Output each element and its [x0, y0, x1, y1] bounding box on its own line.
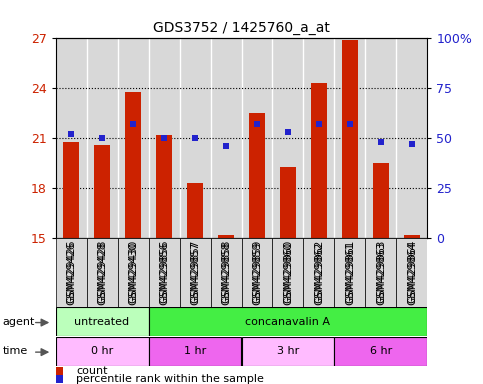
Text: GSM429863: GSM429863 — [376, 242, 386, 305]
Bar — [187, 183, 203, 238]
Text: GSM429860: GSM429860 — [283, 240, 293, 303]
Bar — [56, 337, 149, 366]
Bar — [117, 238, 149, 307]
Bar — [334, 38, 366, 238]
Text: GSM429428: GSM429428 — [97, 242, 107, 305]
Text: 1 hr: 1 hr — [184, 346, 206, 356]
Bar — [334, 238, 366, 307]
Bar — [211, 38, 242, 238]
Text: GSM429859: GSM429859 — [252, 240, 262, 303]
Bar — [303, 238, 334, 307]
Text: GSM429861: GSM429861 — [345, 242, 355, 305]
Text: count: count — [76, 366, 108, 376]
Bar — [397, 238, 427, 307]
Bar — [334, 337, 427, 366]
Bar — [117, 38, 149, 238]
Text: GSM429857: GSM429857 — [190, 242, 200, 305]
Bar — [180, 238, 211, 307]
Text: time: time — [2, 346, 28, 356]
Bar — [63, 142, 79, 238]
Text: GSM429864: GSM429864 — [407, 242, 417, 305]
Bar — [242, 38, 272, 238]
Bar — [303, 38, 334, 238]
Text: percentile rank within the sample: percentile rank within the sample — [76, 374, 264, 384]
Bar — [125, 92, 141, 238]
Text: agent: agent — [2, 316, 35, 327]
Bar — [242, 337, 334, 366]
Bar — [94, 145, 110, 238]
Bar — [180, 38, 211, 238]
Bar — [366, 38, 397, 238]
Text: 0 hr: 0 hr — [91, 346, 113, 356]
Text: GSM429861: GSM429861 — [345, 240, 355, 303]
Text: GSM429426: GSM429426 — [66, 242, 76, 305]
Bar — [211, 238, 242, 307]
Text: GSM429430: GSM429430 — [128, 242, 138, 305]
Bar — [242, 238, 272, 307]
Bar — [149, 38, 180, 238]
Bar — [311, 83, 327, 238]
Text: GSM429859: GSM429859 — [252, 242, 262, 305]
Text: GSM429863: GSM429863 — [376, 240, 386, 303]
Bar — [272, 238, 303, 307]
Bar — [249, 113, 265, 238]
Text: GSM429857: GSM429857 — [190, 240, 200, 303]
Text: GSM429864: GSM429864 — [407, 240, 417, 303]
Title: GDS3752 / 1425760_a_at: GDS3752 / 1425760_a_at — [153, 21, 330, 35]
Bar — [56, 238, 86, 307]
Text: GSM429862: GSM429862 — [314, 242, 324, 305]
Bar — [156, 135, 172, 238]
Text: GSM429426: GSM429426 — [66, 240, 76, 303]
Text: GSM429858: GSM429858 — [221, 242, 231, 305]
Bar — [86, 38, 117, 238]
Text: 3 hr: 3 hr — [277, 346, 299, 356]
Text: GSM429856: GSM429856 — [159, 240, 169, 303]
Text: GSM429860: GSM429860 — [283, 242, 293, 305]
Text: GSM429858: GSM429858 — [221, 240, 231, 303]
Bar — [149, 337, 242, 366]
Text: GSM429862: GSM429862 — [314, 240, 324, 303]
Bar — [342, 40, 358, 238]
Bar — [149, 238, 180, 307]
Text: GSM429428: GSM429428 — [97, 240, 107, 303]
Text: concanavalin A: concanavalin A — [245, 316, 330, 327]
Text: untreated: untreated — [74, 316, 129, 327]
Bar — [404, 235, 420, 238]
Bar — [56, 307, 149, 336]
Bar — [397, 38, 427, 238]
Bar — [56, 38, 86, 238]
Text: 6 hr: 6 hr — [370, 346, 392, 356]
Bar — [272, 38, 303, 238]
Bar — [86, 238, 117, 307]
Bar — [280, 167, 296, 238]
Bar — [149, 307, 427, 336]
Bar — [366, 238, 397, 307]
Text: GSM429430: GSM429430 — [128, 240, 138, 303]
Text: GSM429856: GSM429856 — [159, 242, 169, 305]
Bar — [373, 163, 389, 238]
Bar — [218, 235, 234, 238]
